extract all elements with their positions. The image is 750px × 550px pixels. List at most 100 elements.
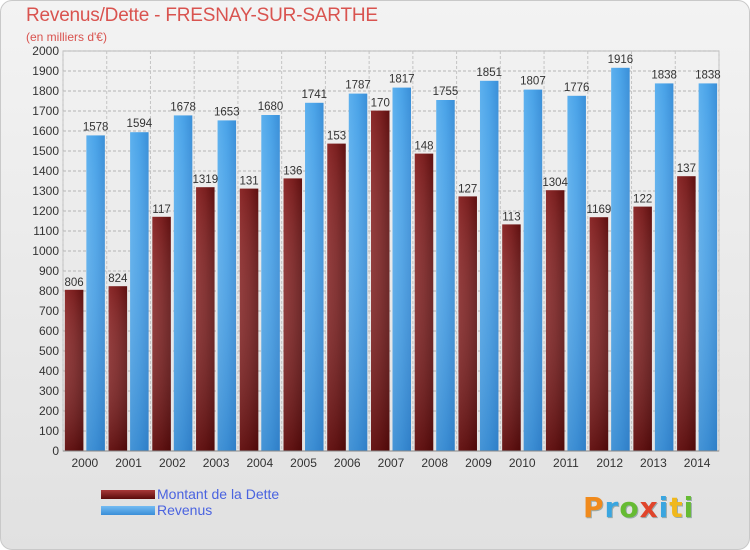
bar-revenue-shade-2010 xyxy=(523,89,543,451)
x-tick-label-2002: 2002 xyxy=(159,456,186,470)
bar-revenue-shade-2006 xyxy=(348,93,368,451)
label-debt-2000: 806 xyxy=(65,277,84,289)
bar-debt-shade-2003 xyxy=(196,187,215,451)
x-tick-label-2007: 2007 xyxy=(378,456,405,470)
x-tick-label-2005: 2005 xyxy=(290,456,317,470)
label-debt-2012: 1169 xyxy=(587,204,612,216)
legend-label-revenue: Revenus xyxy=(157,502,213,518)
logo-letter: o xyxy=(619,491,640,524)
logo-letter: x xyxy=(639,491,659,524)
y-tick-label: 1800 xyxy=(32,84,59,98)
y-tick-label: 1200 xyxy=(32,204,59,218)
label-debt-2003: 1319 xyxy=(193,174,219,186)
bar-debt-shade-2005 xyxy=(283,178,303,451)
legend-swatch-debt xyxy=(101,490,155,499)
label-debt-2002: 117 xyxy=(152,204,170,216)
bar-debt-shade-2011 xyxy=(545,190,565,451)
bar-debt-shade-2012 xyxy=(589,217,609,451)
bar-revenue-shade-2009 xyxy=(479,80,499,452)
x-tick-label-2006: 2006 xyxy=(334,456,361,470)
bar-revenue-shade-2014 xyxy=(698,83,718,452)
y-tick-label: 1900 xyxy=(32,64,59,78)
logo-letter: P xyxy=(583,491,605,524)
y-tick-label: 1500 xyxy=(32,144,59,158)
y-tick-label: 1400 xyxy=(32,164,59,178)
label-revenue-2009: 1851 xyxy=(476,67,502,79)
label-revenue-2008: 1755 xyxy=(433,86,459,98)
bar-debt-shade-2007 xyxy=(371,110,390,451)
x-tick-label-2008: 2008 xyxy=(421,456,448,470)
bar-debt-shade-2006 xyxy=(327,143,346,451)
y-tick-label: 1300 xyxy=(32,184,59,198)
bar-revenue-shade-2002 xyxy=(173,115,193,452)
bar-revenue-shade-2012 xyxy=(611,67,630,452)
label-revenue-2000: 1578 xyxy=(83,121,109,133)
label-revenue-2014: 1838 xyxy=(695,69,721,81)
bar-revenue-shade-2007 xyxy=(392,87,411,451)
y-tick-label: 700 xyxy=(39,304,59,318)
label-debt-2004: 131 xyxy=(239,176,258,188)
label-debt-2011: 1304 xyxy=(542,177,568,189)
label-revenue-2007: 1817 xyxy=(389,74,415,86)
legend-label-debt: Montant de la Dette xyxy=(157,486,280,502)
x-tick-label-2003: 2003 xyxy=(203,456,230,470)
y-tick-label: 1100 xyxy=(33,224,59,238)
y-tick-label: 600 xyxy=(39,324,59,338)
x-tick-label-2013: 2013 xyxy=(640,456,667,470)
label-revenue-2011: 1776 xyxy=(564,82,590,94)
bar-revenue-shade-2000 xyxy=(86,135,105,451)
y-tick-label: 100 xyxy=(39,424,59,438)
y-tick-label: 1700 xyxy=(32,104,59,118)
bar-debt-shade-2000 xyxy=(64,289,84,451)
chart-title: Revenus/Dette - FRESNAY-SUR-SARTHE xyxy=(26,5,378,26)
label-debt-2014: 137 xyxy=(677,163,696,175)
x-tick-label-2010: 2010 xyxy=(509,456,536,470)
y-tick-label: 1000 xyxy=(32,244,59,258)
bar-revenue-shade-2008 xyxy=(436,100,455,451)
x-tick-label-2001: 2001 xyxy=(115,456,142,470)
label-revenue-2013: 1838 xyxy=(651,69,677,81)
chart-subtitle: (en milliers d'€) xyxy=(26,30,107,44)
y-tick-label: 500 xyxy=(39,344,59,358)
proxiti-logo: Proxiti xyxy=(583,491,694,524)
legend-swatch-revenue xyxy=(101,506,155,515)
label-debt-2001: 824 xyxy=(108,273,128,285)
label-revenue-2004: 1680 xyxy=(258,101,284,113)
bar-debt-shade-2014 xyxy=(677,176,696,451)
y-tick-label: 200 xyxy=(39,404,59,418)
x-tick-label-2011: 2011 xyxy=(553,456,579,470)
bar-debt-shade-2002 xyxy=(152,216,171,451)
label-debt-2010: 113 xyxy=(502,211,520,223)
x-tick-label-2000: 2000 xyxy=(72,456,99,470)
x-tick-label-2014: 2014 xyxy=(684,456,711,470)
label-debt-2008: 148 xyxy=(414,141,433,153)
y-tick-label: 800 xyxy=(39,284,59,298)
bar-debt-shade-2001 xyxy=(108,286,128,451)
x-tick-label-2012: 2012 xyxy=(596,456,623,470)
label-revenue-2001: 1594 xyxy=(127,118,153,130)
logo-letter: t xyxy=(669,491,684,524)
bar-revenue-shade-2011 xyxy=(567,95,586,452)
y-tick-label: 300 xyxy=(39,384,59,398)
logo-letter: i xyxy=(683,491,695,524)
bar-revenue-shade-2003 xyxy=(217,120,237,452)
label-debt-2007: 170 xyxy=(371,98,390,110)
label-revenue-2006: 1787 xyxy=(345,80,371,92)
bar-debt-shade-2010 xyxy=(502,224,521,451)
label-debt-2013: 122 xyxy=(633,194,652,206)
label-debt-2005: 136 xyxy=(283,165,302,177)
y-tick-label: 2000 xyxy=(32,44,59,58)
label-debt-2009: 127 xyxy=(458,183,477,195)
bar-debt-shade-2009 xyxy=(458,196,477,451)
bar-revenue-shade-2005 xyxy=(305,102,324,452)
x-tick-label-2009: 2009 xyxy=(465,456,492,470)
x-tick-label-2004: 2004 xyxy=(246,456,273,470)
label-revenue-2012: 1916 xyxy=(608,54,634,66)
bar-revenue-shade-2001 xyxy=(130,132,149,451)
bar-debt-shade-2008 xyxy=(414,153,434,451)
label-revenue-2010: 1807 xyxy=(520,76,546,88)
label-revenue-2002: 1678 xyxy=(170,101,196,113)
label-revenue-2005: 1741 xyxy=(301,89,327,101)
